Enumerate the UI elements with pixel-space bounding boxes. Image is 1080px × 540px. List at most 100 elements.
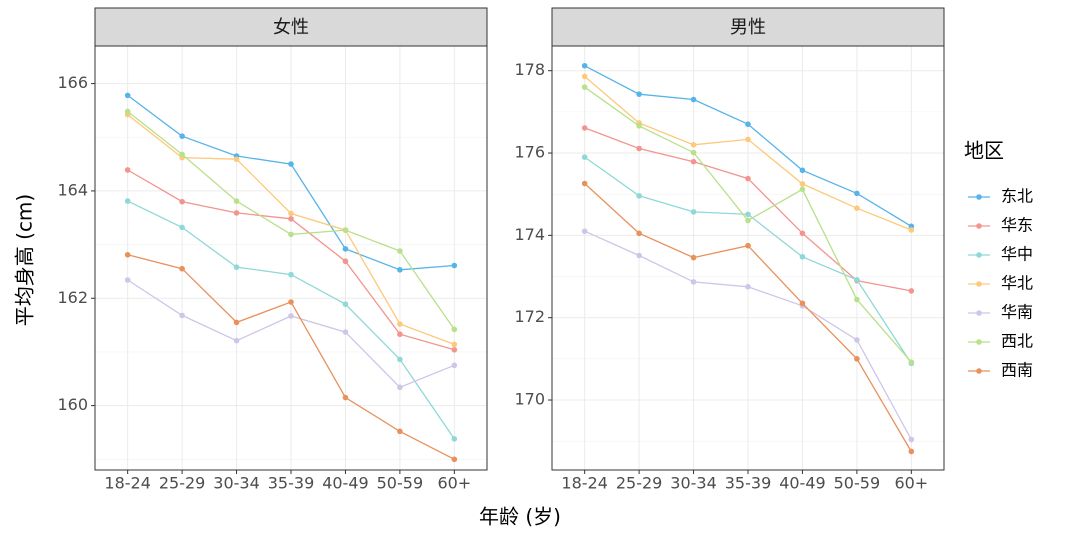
data-point bbox=[233, 319, 240, 326]
x-tick-label: 30-34 bbox=[213, 474, 260, 493]
x-tick-label: 35-39 bbox=[725, 474, 772, 493]
legend-item: 华中 bbox=[968, 245, 1033, 264]
data-point bbox=[799, 300, 806, 307]
data-point bbox=[690, 279, 697, 285]
data-point bbox=[690, 158, 697, 165]
legend-label: 东北 bbox=[1001, 187, 1033, 206]
facet-strip-label: 女性 bbox=[273, 17, 309, 38]
data-point bbox=[908, 288, 915, 294]
legend-label: 华南 bbox=[1001, 303, 1033, 322]
data-point bbox=[908, 227, 915, 233]
legend-item: 东北 bbox=[968, 187, 1033, 206]
data-point bbox=[288, 271, 294, 278]
y-tick-label: 170 bbox=[514, 390, 545, 409]
legend-label: 西北 bbox=[1001, 332, 1033, 351]
data-point bbox=[636, 145, 642, 152]
legend-title: 地区 bbox=[964, 139, 1004, 163]
legend-label: 华北 bbox=[1001, 274, 1033, 293]
data-point bbox=[799, 186, 806, 193]
data-point bbox=[636, 252, 642, 259]
data-point bbox=[233, 210, 240, 216]
data-point bbox=[636, 91, 642, 97]
data-point bbox=[342, 258, 349, 265]
data-point bbox=[179, 265, 185, 272]
data-point bbox=[397, 248, 403, 254]
data-point bbox=[745, 136, 751, 143]
data-point bbox=[690, 96, 697, 103]
data-point bbox=[288, 231, 294, 238]
legend-key-point bbox=[976, 339, 982, 345]
data-point bbox=[799, 230, 806, 237]
data-point bbox=[288, 216, 294, 222]
data-point bbox=[288, 210, 294, 217]
data-point bbox=[451, 346, 458, 353]
data-point bbox=[745, 284, 751, 290]
x-tick-label: 60+ bbox=[437, 474, 471, 493]
data-point bbox=[342, 227, 349, 233]
legend-key-point bbox=[976, 194, 982, 200]
x-tick-label: 50-59 bbox=[834, 474, 881, 493]
data-point bbox=[451, 456, 458, 463]
data-point bbox=[451, 341, 458, 348]
x-tick-label: 40-49 bbox=[779, 474, 826, 493]
data-point bbox=[451, 262, 458, 269]
data-point bbox=[124, 92, 131, 99]
data-point bbox=[451, 362, 458, 369]
x-tick-label: 18-24 bbox=[104, 474, 151, 493]
data-point bbox=[397, 331, 403, 338]
data-point bbox=[397, 428, 403, 435]
data-point bbox=[581, 154, 588, 160]
data-point bbox=[854, 356, 860, 362]
y-tick-label: 174 bbox=[514, 225, 545, 244]
data-point bbox=[179, 198, 185, 205]
data-point bbox=[581, 228, 588, 235]
data-point bbox=[745, 242, 751, 249]
data-point bbox=[179, 224, 185, 231]
y-axis-title: 平均身高 (cm) bbox=[13, 194, 37, 326]
x-tick-label: 40-49 bbox=[322, 474, 369, 493]
x-tick-label: 30-34 bbox=[670, 474, 717, 493]
data-point bbox=[124, 108, 131, 115]
data-point bbox=[745, 217, 751, 224]
data-point bbox=[397, 384, 403, 391]
data-point bbox=[451, 436, 458, 442]
data-point bbox=[908, 436, 915, 443]
data-point bbox=[854, 296, 860, 303]
data-point bbox=[745, 211, 751, 218]
data-point bbox=[179, 312, 185, 319]
data-point bbox=[690, 209, 697, 215]
data-point bbox=[854, 337, 860, 343]
data-point bbox=[581, 180, 588, 187]
legend-label: 西南 bbox=[1001, 361, 1033, 380]
facet-strip-label: 男性 bbox=[730, 17, 766, 38]
data-point bbox=[908, 448, 915, 455]
x-tick-label: 25-29 bbox=[159, 474, 206, 493]
panel-1: 女性 160 162 164 166 18-24 25-29 30-34 35-39 40-49 5… bbox=[57, 7, 488, 493]
x-tick-label: 18-24 bbox=[561, 474, 608, 493]
data-point bbox=[581, 84, 588, 90]
y-tick-label: 172 bbox=[514, 307, 545, 326]
data-point bbox=[179, 133, 185, 139]
data-point bbox=[397, 356, 403, 363]
x-axis-title: 年龄 (岁) bbox=[479, 505, 561, 529]
legend-item: 西南 bbox=[968, 361, 1033, 380]
data-point bbox=[636, 230, 642, 237]
data-point bbox=[799, 253, 806, 260]
panels-group: 女性 160 162 164 166 18-24 25-29 30-34 35-39 40-49 5… bbox=[57, 7, 945, 493]
data-point bbox=[233, 337, 240, 344]
y-tick-label: 178 bbox=[514, 60, 545, 79]
panel-2: 男性 170 172 174 176 178 18-24 25-29 30-34 35-39 40-… bbox=[514, 7, 945, 493]
data-point bbox=[233, 198, 240, 204]
x-tick-label: 60+ bbox=[894, 474, 928, 493]
data-point bbox=[581, 125, 588, 131]
legend-item: 华东 bbox=[968, 216, 1033, 235]
data-point bbox=[342, 394, 349, 401]
data-point bbox=[745, 175, 751, 182]
data-point bbox=[233, 264, 240, 270]
data-point bbox=[124, 251, 131, 258]
x-tick-label: 25-29 bbox=[616, 474, 663, 493]
data-point bbox=[636, 123, 642, 129]
data-point bbox=[342, 329, 349, 335]
